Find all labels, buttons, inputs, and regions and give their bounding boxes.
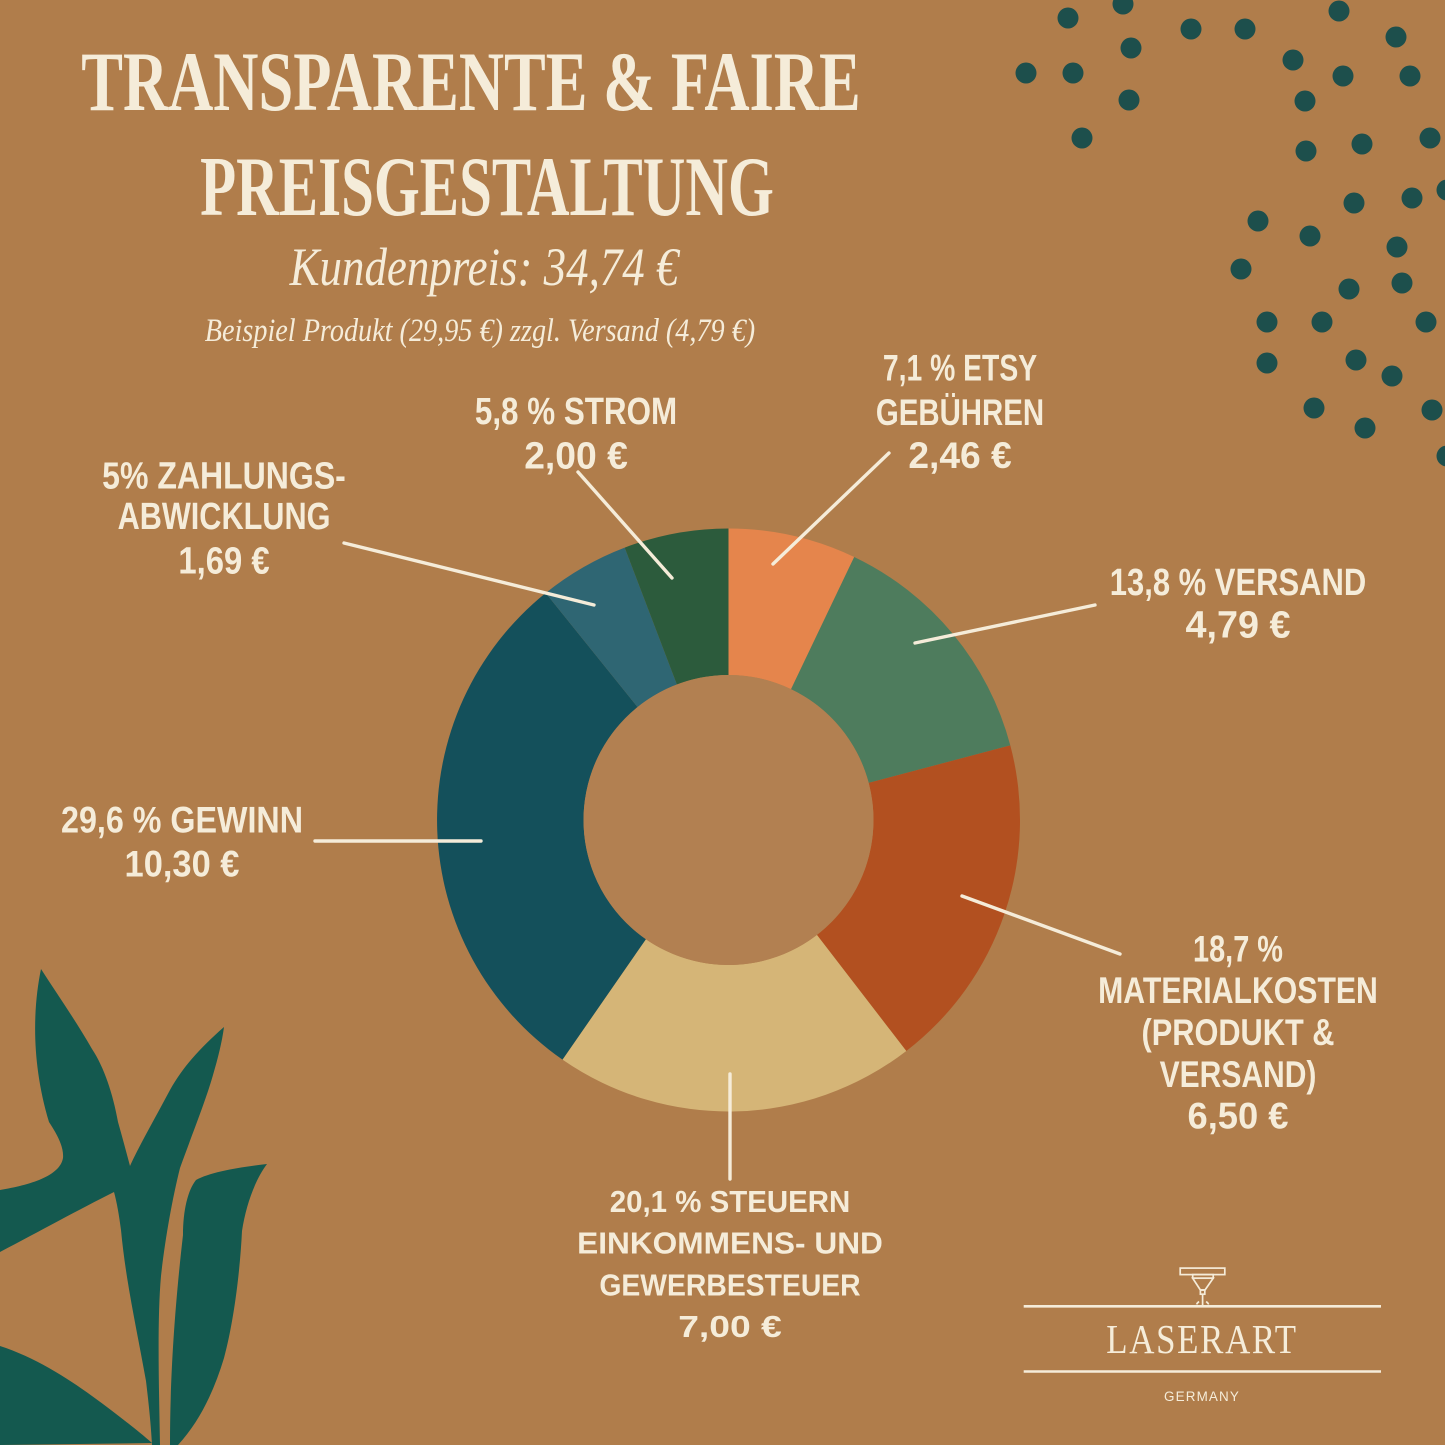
- svg-text:10,30 €: 10,30 €: [125, 843, 240, 884]
- svg-text:(PRODUKT &: (PRODUKT &: [1142, 1012, 1335, 1053]
- svg-text:LASERART: LASERART: [1106, 1317, 1297, 1362]
- svg-text:18,7 %: 18,7 %: [1193, 929, 1283, 970]
- svg-text:TRANSPARENTE & FAIRE: TRANSPARENTE & FAIRE: [81, 36, 861, 129]
- svg-text:7,1 % ETSY: 7,1 % ETSY: [883, 347, 1037, 389]
- svg-text:20,1 % STEUERN: 20,1 % STEUERN: [610, 1185, 850, 1219]
- svg-text:5,8 % STROM: 5,8 % STROM: [475, 390, 677, 433]
- svg-text:Kundenpreis: 34,74 €: Kundenpreis: 34,74 €: [289, 237, 681, 297]
- svg-text:1,69 €: 1,69 €: [178, 539, 269, 582]
- svg-text:13,8 % VERSAND: 13,8 % VERSAND: [1110, 562, 1366, 604]
- svg-text:GERMANY: GERMANY: [1164, 1389, 1240, 1404]
- svg-text:Beispiel Produkt (29,95 €) zzg: Beispiel Produkt (29,95 €) zzgl. Versand…: [205, 312, 755, 349]
- svg-text:6,50 €: 6,50 €: [1188, 1095, 1289, 1136]
- svg-text:GEWERBESTEUER: GEWERBESTEUER: [599, 1268, 860, 1302]
- svg-text:MATERIALKOSTEN: MATERIALKOSTEN: [1098, 970, 1378, 1012]
- svg-text:2,00 €: 2,00 €: [524, 434, 628, 476]
- svg-text:EINKOMMENS- UND: EINKOMMENS- UND: [577, 1226, 883, 1261]
- svg-text:2,46 €: 2,46 €: [908, 434, 1011, 476]
- svg-text:29,6 % GEWINN: 29,6 % GEWINN: [61, 801, 303, 842]
- svg-text:ABWICKLUNG: ABWICKLUNG: [118, 496, 331, 538]
- svg-text:VERSAND): VERSAND): [1160, 1054, 1317, 1096]
- svg-text:7,00 €: 7,00 €: [678, 1310, 782, 1344]
- svg-text:4,79 €: 4,79 €: [1186, 604, 1291, 646]
- svg-text:GEBÜHREN: GEBÜHREN: [876, 393, 1044, 434]
- svg-text:PREISGESTALTUNG: PREISGESTALTUNG: [200, 139, 774, 233]
- svg-text:5% ZAHLUNGS-: 5% ZAHLUNGS-: [102, 455, 346, 497]
